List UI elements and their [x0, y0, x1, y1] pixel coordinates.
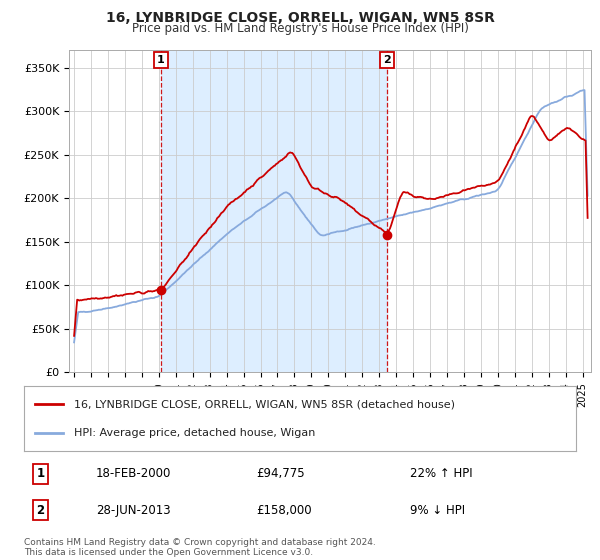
Text: 22% ↑ HPI: 22% ↑ HPI	[410, 467, 473, 480]
Text: 2: 2	[37, 503, 44, 517]
Text: 16, LYNBRIDGE CLOSE, ORRELL, WIGAN, WN5 8SR: 16, LYNBRIDGE CLOSE, ORRELL, WIGAN, WN5 …	[106, 11, 494, 25]
Text: £158,000: £158,000	[256, 503, 311, 517]
Text: 1: 1	[157, 55, 165, 65]
Text: HPI: Average price, detached house, Wigan: HPI: Average price, detached house, Wiga…	[74, 428, 315, 438]
Text: 1: 1	[37, 467, 44, 480]
Text: Price paid vs. HM Land Registry's House Price Index (HPI): Price paid vs. HM Land Registry's House …	[131, 22, 469, 35]
Text: 16, LYNBRIDGE CLOSE, ORRELL, WIGAN, WN5 8SR (detached house): 16, LYNBRIDGE CLOSE, ORRELL, WIGAN, WN5 …	[74, 399, 455, 409]
Bar	[161, 50, 388, 372]
Text: Contains HM Land Registry data © Crown copyright and database right 2024.
This d: Contains HM Land Registry data © Crown c…	[24, 538, 376, 557]
Text: 9% ↓ HPI: 9% ↓ HPI	[410, 503, 466, 517]
Text: 2: 2	[383, 55, 391, 65]
Text: 28-JUN-2013: 28-JUN-2013	[96, 503, 170, 517]
Text: 18-FEB-2000: 18-FEB-2000	[96, 467, 171, 480]
Text: £94,775: £94,775	[256, 467, 304, 480]
